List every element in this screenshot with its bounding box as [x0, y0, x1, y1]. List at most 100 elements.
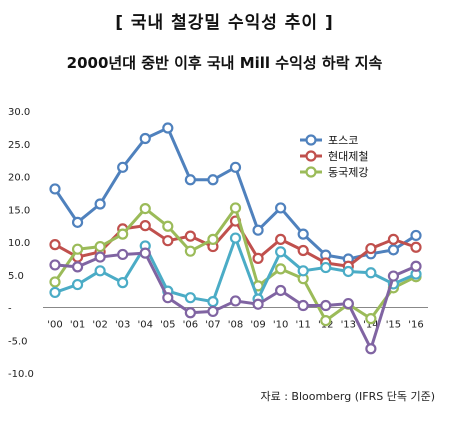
x-tick-label: '03 [115, 320, 130, 331]
x-tick-label: '04 [138, 320, 153, 331]
data-point [184, 307, 196, 319]
data-point [49, 276, 61, 288]
data-point [342, 297, 354, 310]
data-point [365, 242, 377, 255]
x-tick-label: '01 [70, 320, 85, 331]
data-point [387, 233, 400, 245]
data-point [49, 183, 61, 195]
data-point [275, 233, 287, 245]
y-tick-label: - [8, 304, 12, 315]
y-tick-label: 30.0 [8, 107, 30, 118]
x-tick-label: '11 [295, 320, 310, 331]
data-point [117, 248, 129, 261]
data-point [162, 220, 174, 232]
data-point [387, 244, 400, 256]
data-point [162, 235, 174, 247]
data-point [71, 278, 84, 291]
x-tick-label: '13 [341, 320, 356, 331]
data-point [49, 286, 61, 299]
x-tick-label: '10 [273, 320, 288, 331]
series-line-4 [54, 236, 417, 304]
data-point [117, 161, 129, 173]
y-tick-label: -10.0 [8, 369, 34, 380]
data-point [184, 292, 196, 304]
y-tick-label: 20.0 [8, 173, 30, 184]
data-point [207, 305, 219, 318]
data-point [252, 252, 264, 264]
data-point [139, 202, 151, 215]
legend-label: 포스코 [328, 134, 358, 147]
data-point [117, 277, 129, 289]
data-point [71, 216, 84, 228]
data-point [387, 270, 400, 282]
x-tick-label: '14 [363, 320, 378, 331]
data-point [365, 313, 377, 325]
data-point [320, 299, 332, 312]
data-point [275, 202, 287, 214]
chart-title: [ 국내 철강밀 수익성 추이 ] [115, 13, 334, 33]
y-tick-label: 25.0 [8, 140, 30, 151]
y-tick-label: 5.0 [8, 271, 24, 282]
data-point [297, 299, 309, 312]
x-tick-label: '15 [386, 320, 401, 331]
data-point [71, 243, 84, 255]
data-point [342, 265, 354, 278]
legend-label: 동국제강 [328, 166, 368, 179]
y-tick-label: 15.0 [8, 205, 30, 216]
x-tick-label: '00 [47, 320, 62, 331]
data-point [207, 174, 219, 186]
data-point [275, 246, 287, 258]
data-point [275, 263, 287, 275]
data-point [184, 245, 196, 257]
x-tick-label: '05 [160, 320, 175, 331]
x-tick-label: '16 [408, 320, 423, 331]
data-point [71, 261, 84, 273]
data-point [139, 247, 151, 259]
data-point [297, 265, 309, 277]
x-tick-label: '07 [205, 320, 220, 331]
y-tick-label: 10.0 [8, 238, 30, 249]
data-point [410, 241, 422, 253]
data-point [410, 260, 422, 272]
data-point [94, 198, 106, 210]
data-point [94, 240, 106, 253]
data-point [297, 228, 309, 240]
legend-swatch-marker [305, 166, 317, 178]
legend-swatch-marker [305, 134, 317, 146]
data-point [49, 259, 61, 271]
data-point [49, 239, 61, 251]
data-point [94, 265, 106, 277]
data-point [229, 232, 242, 244]
x-tick-label: '08 [228, 320, 243, 331]
legend-label: 현대제철 [328, 150, 368, 163]
data-point [252, 298, 264, 310]
data-point [229, 295, 242, 307]
data-point [275, 284, 287, 297]
data-point [139, 132, 151, 145]
legend-swatch-marker [305, 150, 317, 162]
data-point [162, 292, 174, 304]
data-point [139, 220, 151, 232]
x-tick-label: '02 [92, 320, 107, 331]
data-point [229, 202, 242, 214]
data-point [184, 174, 196, 186]
data-point [184, 230, 196, 242]
source-note: 자료 : Bloomberg (IFRS 단독 기준) [260, 390, 435, 403]
data-point [207, 296, 219, 308]
data-point [365, 267, 377, 279]
data-point [229, 161, 242, 173]
data-point [252, 224, 264, 236]
data-point [365, 343, 377, 355]
chart-subtitle: 2000년대 중반 이후 국내 Mill 수익성 하락 지속 [66, 54, 383, 72]
x-tick-label: '06 [183, 320, 198, 331]
data-point [320, 261, 332, 274]
data-point [297, 244, 309, 257]
data-point [94, 251, 106, 263]
x-tick-label: '09 [250, 320, 265, 331]
data-point [410, 229, 422, 242]
data-point [320, 315, 332, 327]
data-point [162, 122, 174, 134]
data-point [207, 233, 219, 245]
y-tick-label: -5.0 [8, 336, 28, 347]
